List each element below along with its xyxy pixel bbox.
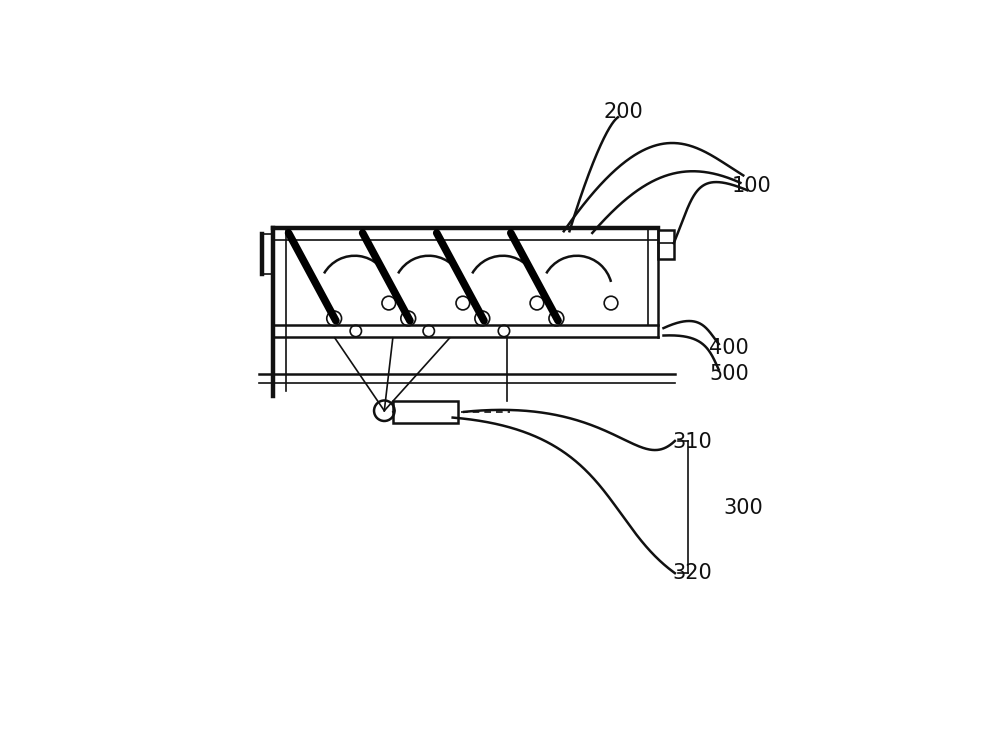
- Text: 500: 500: [709, 363, 749, 384]
- Bar: [658, 229, 674, 259]
- Text: 300: 300: [723, 497, 763, 517]
- Text: 200: 200: [604, 101, 643, 121]
- Text: 310: 310: [672, 432, 712, 452]
- Text: 400: 400: [709, 338, 749, 358]
- Text: 100: 100: [732, 175, 772, 195]
- Text: 320: 320: [672, 563, 712, 583]
- Bar: [393, 401, 458, 423]
